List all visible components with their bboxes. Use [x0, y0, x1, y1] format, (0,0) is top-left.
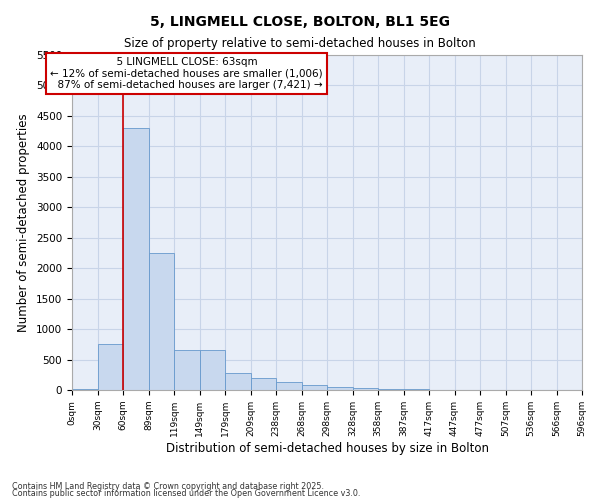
- X-axis label: Distribution of semi-detached houses by size in Bolton: Distribution of semi-detached houses by …: [166, 442, 488, 454]
- Bar: [251, 378, 276, 390]
- Bar: [174, 350, 199, 390]
- Bar: [302, 385, 327, 390]
- Bar: [199, 350, 225, 390]
- Bar: [72, 389, 97, 390]
- Y-axis label: Number of semi-detached properties: Number of semi-detached properties: [17, 113, 31, 332]
- Bar: [149, 253, 174, 390]
- Text: Contains HM Land Registry data © Crown copyright and database right 2025.: Contains HM Land Registry data © Crown c…: [12, 482, 324, 491]
- Bar: [327, 386, 353, 390]
- Bar: [97, 344, 123, 390]
- Bar: [276, 382, 302, 390]
- Bar: [353, 388, 378, 390]
- Bar: [123, 128, 149, 390]
- Text: Contains public sector information licensed under the Open Government Licence v3: Contains public sector information licen…: [12, 490, 361, 498]
- Text: Size of property relative to semi-detached houses in Bolton: Size of property relative to semi-detach…: [124, 38, 476, 51]
- Text: 5, LINGMELL CLOSE, BOLTON, BL1 5EG: 5, LINGMELL CLOSE, BOLTON, BL1 5EG: [150, 15, 450, 29]
- Bar: [378, 389, 404, 390]
- Bar: [225, 373, 251, 390]
- Text: 5 LINGMELL CLOSE: 63sqm  
← 12% of semi-detached houses are smaller (1,006)
  87: 5 LINGMELL CLOSE: 63sqm ← 12% of semi-de…: [50, 56, 323, 90]
